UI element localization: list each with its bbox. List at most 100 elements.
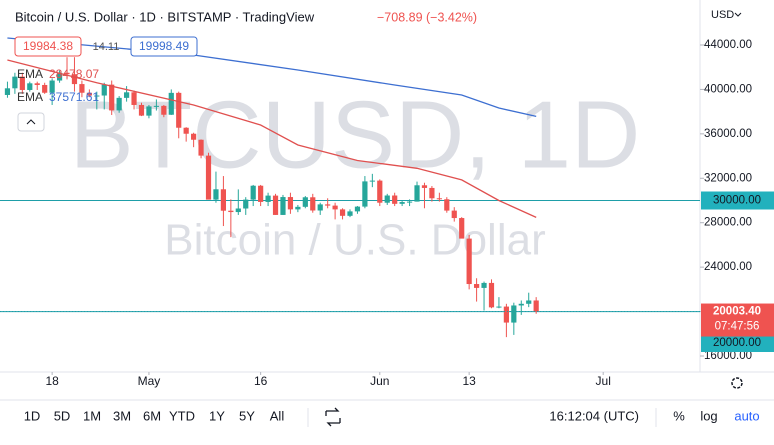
price-label: 20000.00: [713, 337, 761, 349]
y-tick-label: 44000.00: [704, 39, 752, 51]
candle-body: [205, 155, 212, 200]
candle-body: [287, 197, 294, 210]
countdown: 07:47:56: [715, 321, 760, 333]
candle-body: [347, 211, 353, 216]
ema-line: [7, 59, 537, 218]
candle-body: [94, 95, 100, 97]
candle-body: [243, 199, 249, 209]
candle-body: [79, 84, 85, 93]
price-change: −708.89 (−3.42%): [377, 10, 477, 24]
candle-body: [377, 180, 383, 203]
range-button[interactable]: 1D: [24, 408, 41, 423]
watermark: BTCUSD, 1D: [70, 81, 641, 188]
candle-body: [354, 206, 361, 212]
readout-value: 19998.49: [139, 39, 189, 53]
x-tick-label: Jul: [596, 374, 611, 388]
candle-body: [109, 84, 115, 111]
candle-body: [153, 105, 159, 107]
candle-body: [399, 202, 405, 204]
range-button[interactable]: 5Y: [239, 408, 255, 423]
candle-body: [235, 208, 241, 213]
legend-value: 28478.07: [49, 67, 99, 81]
candle-body: [526, 300, 532, 304]
candle-body: [265, 195, 271, 202]
scale-option[interactable]: %: [673, 408, 685, 423]
candle-body: [86, 92, 92, 96]
legend-name: EMA: [17, 67, 43, 81]
candle-body: [473, 284, 480, 288]
y-tick-label: 40000.00: [704, 83, 752, 95]
legend-name: EMA: [17, 90, 43, 104]
candle-body: [198, 139, 204, 156]
readout-value: 14.11: [93, 41, 120, 53]
candle-body: [4, 88, 11, 95]
last-price-bg: [701, 303, 774, 337]
range-button[interactable]: 1Y: [209, 408, 225, 423]
candle-body: [369, 180, 375, 182]
header-bg: [0, 4, 500, 30]
scale-option[interactable]: log: [700, 408, 717, 423]
candle-body: [421, 185, 428, 188]
candle-body: [12, 76, 18, 89]
candle-body: [101, 84, 107, 96]
candle-body: [146, 106, 152, 116]
candle-body: [496, 306, 502, 308]
candle-body: [481, 282, 487, 288]
compare-icon[interactable]: [325, 407, 341, 427]
candle-body: [325, 204, 331, 206]
candle-body: [168, 92, 174, 115]
candle-body: [116, 97, 122, 111]
candle-body: [444, 199, 450, 211]
range-button[interactable]: YTD: [169, 408, 195, 423]
collapse-button[interactable]: [17, 112, 45, 132]
candle-body: [138, 104, 145, 116]
price-label: 30000.00: [713, 195, 761, 207]
price-label-bg: [701, 191, 774, 210]
candle-body: [176, 92, 182, 128]
chart-title: Bitcoin / U.S. Dollar · 1D · BITSTAMP · …: [15, 9, 315, 24]
candle-body: [518, 303, 524, 306]
watermark: Bitcoin / U.S. Dollar: [164, 216, 545, 265]
y-tick-label: 28000.00: [704, 217, 752, 229]
candle-body: [27, 83, 33, 90]
range-button[interactable]: 5D: [54, 408, 71, 423]
candle-body: [213, 189, 219, 200]
candle-body: [220, 189, 227, 211]
candle-body: [302, 197, 308, 207]
readout-box: [14, 36, 82, 57]
candle-body: [362, 181, 368, 207]
candle-body: [451, 210, 457, 219]
range-button[interactable]: 3M: [113, 408, 131, 423]
range-button[interactable]: 6M: [143, 408, 161, 423]
range-button[interactable]: All: [270, 408, 285, 423]
y-tick-label: 16000.00: [704, 350, 752, 362]
candle-body: [533, 300, 539, 312]
candle-body: [436, 198, 442, 200]
readout-value: 19984.38: [23, 39, 73, 53]
dropdown-icon: [734, 12, 742, 17]
settings-icon[interactable]: [731, 377, 743, 389]
scale-option[interactable]: auto: [734, 408, 759, 423]
y-tick-label: 32000.00: [704, 172, 752, 184]
currency-label[interactable]: USD: [711, 9, 734, 21]
candle-body: [466, 238, 472, 285]
x-tick-label: 13: [462, 374, 476, 388]
candle-body: [183, 127, 189, 134]
candle-body: [317, 204, 323, 211]
candle-body: [392, 195, 398, 204]
candle-body: [56, 72, 63, 81]
candle-body: [19, 76, 25, 90]
candle-body: [191, 133, 197, 140]
candle-body: [42, 84, 48, 93]
candle-body: [49, 80, 55, 93]
candle-body: [459, 218, 465, 239]
range-button[interactable]: 1M: [83, 408, 101, 423]
price-label-bg: [701, 334, 774, 352]
last-price-label: 20003.40: [713, 306, 761, 318]
candle-body: [228, 210, 234, 213]
candle-body: [511, 305, 517, 323]
candle-body: [258, 185, 264, 202]
candle-body: [64, 72, 70, 75]
